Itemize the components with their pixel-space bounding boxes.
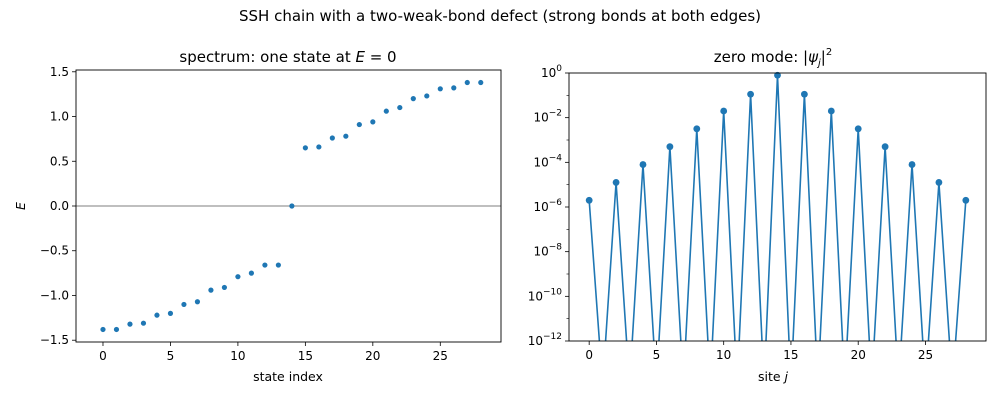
energy-point [275, 262, 281, 268]
y-tick-label: −1.5 [40, 333, 69, 347]
x-tick-label: 15 [783, 348, 798, 362]
energy-point [113, 326, 120, 333]
amplitude-point [908, 161, 916, 168]
y-tick-label: 1.5 [50, 65, 69, 79]
energy-point [478, 79, 484, 86]
y-tick-label: 0.0 [50, 199, 69, 213]
y-tick-label: 100 [541, 64, 562, 80]
zero-mode-xlabel: site j [758, 369, 789, 384]
energy-point [464, 79, 470, 86]
y-tick-label: 10−2 [533, 109, 562, 125]
zero-mode-frame [568, 72, 987, 342]
y-tick-label: 10−4 [533, 153, 562, 169]
spectrum-panel: spectrum: one state at E = 0 0 5 10 15 20 25 −… [13, 48, 502, 384]
amplitude-point [827, 107, 835, 115]
energy-point [221, 284, 228, 291]
amplitude-point [666, 143, 674, 151]
energy-point [397, 104, 403, 111]
x-tick-label: 20 [851, 348, 866, 362]
y-tick-label: 1.0 [50, 110, 69, 124]
zero-mode-line [588, 75, 967, 341]
energy-point [329, 135, 335, 141]
x-tick-label: 15 [298, 349, 313, 363]
energy-point [316, 144, 322, 150]
energy-point [140, 320, 147, 326]
energy-point [208, 287, 214, 293]
x-tick-label: 5 [167, 349, 175, 363]
energy-point [451, 85, 457, 91]
zero-mode-series [585, 71, 970, 341]
y-tick-label: 10−12 [528, 332, 562, 348]
energy-point [343, 133, 349, 139]
y-tick-label: 0.5 [50, 154, 69, 168]
amplitude-point [774, 71, 781, 79]
energy-point [100, 326, 106, 333]
x-tick-label: 5 [653, 348, 661, 362]
amplitude-point [720, 107, 728, 115]
x-tick-label: 0 [585, 348, 593, 362]
x-tick-label: 10 [716, 348, 731, 362]
spectrum-points [100, 79, 484, 333]
x-tick-label: 10 [230, 349, 245, 363]
amplitude-point [881, 143, 889, 151]
amplitude-point [639, 161, 647, 168]
energy-point [289, 203, 295, 209]
y-tick-label: 10−10 [528, 287, 563, 303]
energy-point [194, 299, 201, 305]
amplitude-point [801, 90, 808, 98]
amplitude-point [962, 196, 970, 204]
zero-mode-axes: 0 5 10 15 20 25 100 10−2 10−4 10−6 10−8 10−10 10−12 [528, 64, 987, 362]
amplitude-point [747, 90, 754, 98]
amplitude-point [854, 125, 862, 133]
spectrum-xlabel: state index [253, 369, 323, 384]
energy-point [167, 310, 174, 316]
amplitude-point [585, 196, 593, 204]
y-tick-label: −1.0 [40, 288, 69, 302]
energy-point [262, 262, 268, 268]
spectrum-title: spectrum: one state at E = 0 [179, 48, 396, 66]
figure-suptitle: SSH chain with a two-weak-bond defect (s… [239, 7, 761, 25]
energy-point [127, 321, 133, 327]
energy-point [248, 270, 254, 276]
energy-point [424, 93, 430, 99]
x-tick-label: 0 [99, 349, 107, 363]
zero-mode-panel: zero mode: |ψj|2 0 5 10 15 20 25 100 10−2 10−4 10… [528, 47, 987, 384]
energy-point [356, 121, 362, 128]
energy-point [410, 96, 416, 102]
zero-mode-title: zero mode: |ψj|2 [714, 47, 832, 69]
amplitude-point [693, 125, 701, 133]
energy-point [181, 301, 187, 308]
y-tick-label: 10−8 [533, 243, 562, 259]
energy-point [370, 119, 376, 125]
energy-point [235, 274, 241, 280]
x-tick-label: 25 [433, 349, 448, 363]
amplitude-point [935, 179, 943, 186]
energy-point [154, 312, 160, 318]
amplitude-point [612, 179, 620, 186]
energy-point [383, 108, 389, 114]
spectrum-axes: 0 5 10 15 20 25 −1.5 −1.0 −0.5 0.0 0.5 1.0 1.5 [40, 65, 502, 363]
x-tick-label: 25 [918, 348, 933, 362]
y-tick-label: −0.5 [40, 244, 69, 258]
energy-point [302, 145, 308, 151]
spectrum-ylabel: E [13, 202, 28, 210]
x-tick-label: 20 [365, 349, 380, 363]
y-tick-label: 10−6 [533, 198, 562, 214]
energy-point [437, 86, 443, 92]
